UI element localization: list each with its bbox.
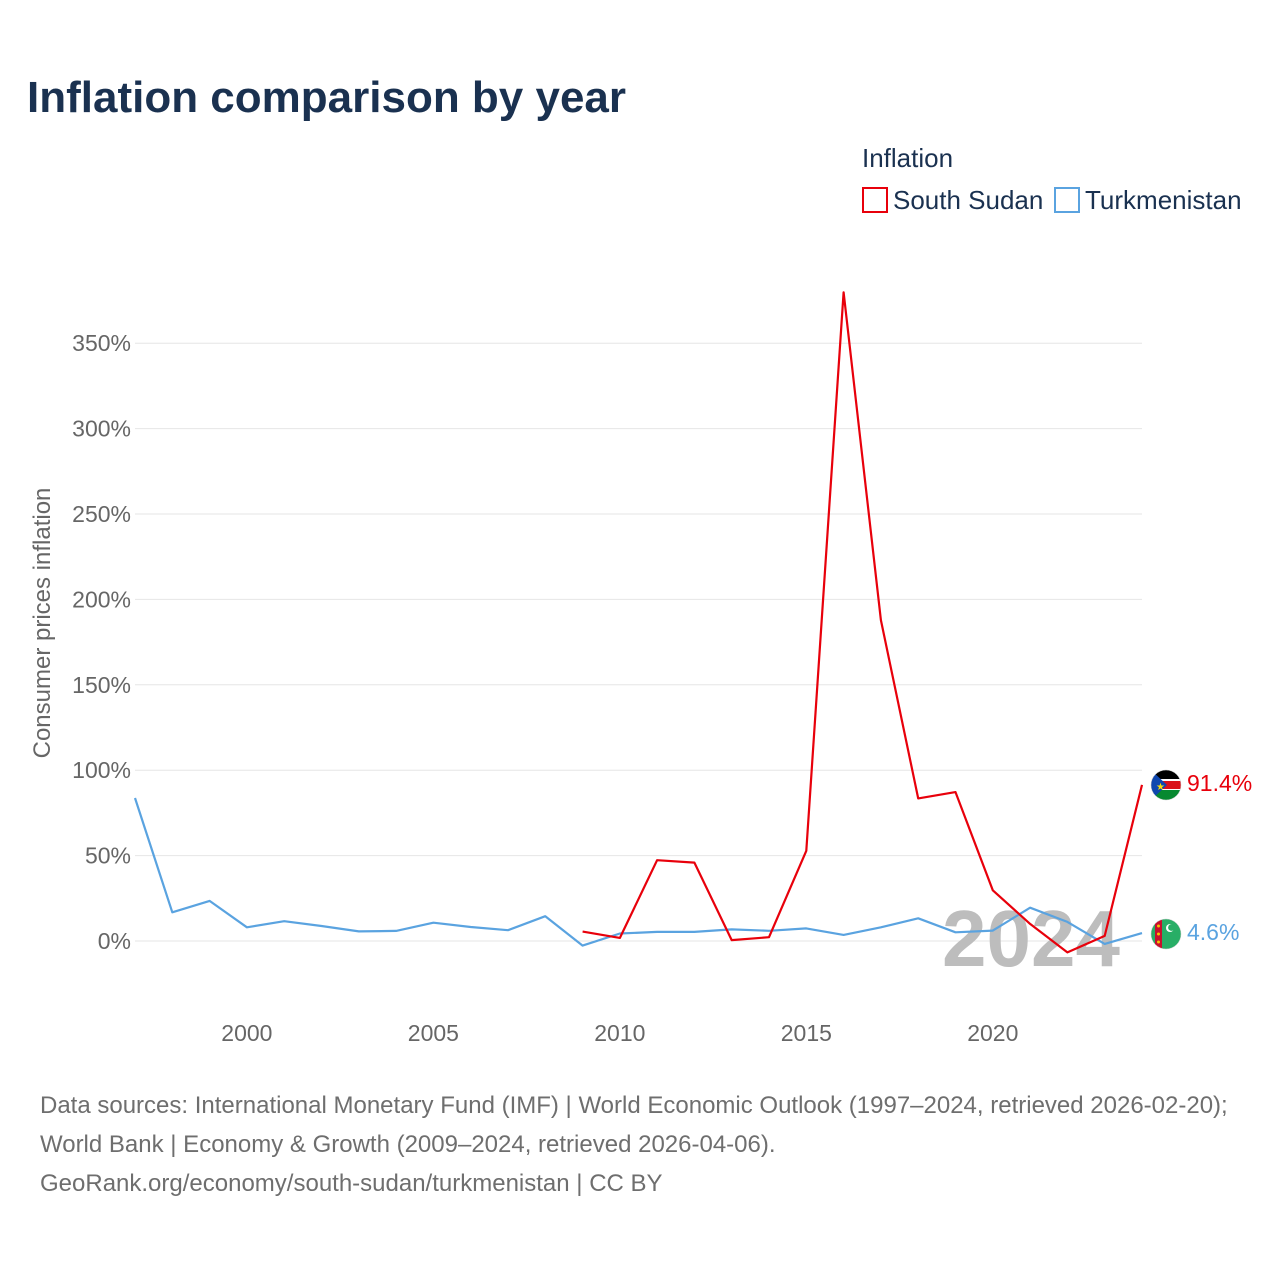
end-marker-south-sudan: ★ 91.4%	[1150, 769, 1252, 801]
y-tick-label: 0%	[98, 928, 131, 954]
legend-title: Inflation	[862, 143, 953, 173]
y-tick-label: 350%	[72, 330, 131, 356]
y-tick-label: 200%	[72, 586, 131, 612]
chart-title: Inflation comparison by year	[27, 73, 626, 122]
legend-swatch-turkmenistan	[1054, 187, 1080, 213]
footer: Data sources: International Monetary Fun…	[40, 1086, 1250, 1203]
legend-item-turkmenistan[interactable]: Turkmenistan	[1054, 185, 1242, 215]
series-line-south-sudan	[582, 291, 1144, 954]
legend-label-south-sudan: South Sudan	[893, 185, 1043, 215]
turkmenistan-flag-icon	[1150, 918, 1182, 950]
x-tick-label: 2005	[408, 1020, 459, 1046]
legend-item-south-sudan[interactable]: South Sudan	[862, 185, 1043, 215]
y-tick-label: 100%	[72, 757, 131, 783]
gridlines	[135, 342, 1142, 942]
y-tick-label: 50%	[85, 843, 131, 869]
legend-swatch-south-sudan	[862, 187, 888, 213]
footer-sources: Data sources: International Monetary Fun…	[40, 1092, 1228, 1158]
x-tick-label: 2010	[594, 1020, 645, 1046]
legend-label-turkmenistan: Turkmenistan	[1085, 185, 1242, 215]
series-lines	[133, 291, 1144, 954]
series-line-turkmenistan	[133, 797, 1143, 947]
end-value-label-south-sudan: 91.4%	[1187, 770, 1252, 796]
x-tick-label: 2020	[967, 1020, 1018, 1046]
y-tick-label: 300%	[72, 416, 131, 442]
x-axis-ticks: 2000 2005 2010 2015 2020	[221, 1020, 1018, 1046]
y-axis-label: Consumer prices inflation	[29, 488, 56, 759]
svg-text:★: ★	[1156, 782, 1165, 793]
end-value-label-turkmenistan: 4.6%	[1187, 919, 1239, 945]
y-tick-label: 250%	[72, 501, 131, 527]
legend: Inflation South Sudan Turkmenistan	[862, 143, 1242, 215]
end-marker-turkmenistan: 4.6%	[1150, 918, 1239, 950]
x-tick-label: 2000	[221, 1020, 272, 1046]
y-axis-ticks: 0% 50% 100% 150% 200% 250% 300% 350%	[72, 330, 131, 954]
footer-credit: GeoRank.org/economy/south-sudan/turkmeni…	[40, 1170, 663, 1197]
y-tick-label: 150%	[72, 672, 131, 698]
south-sudan-flag-icon: ★	[1150, 769, 1182, 801]
x-tick-label: 2015	[781, 1020, 832, 1046]
